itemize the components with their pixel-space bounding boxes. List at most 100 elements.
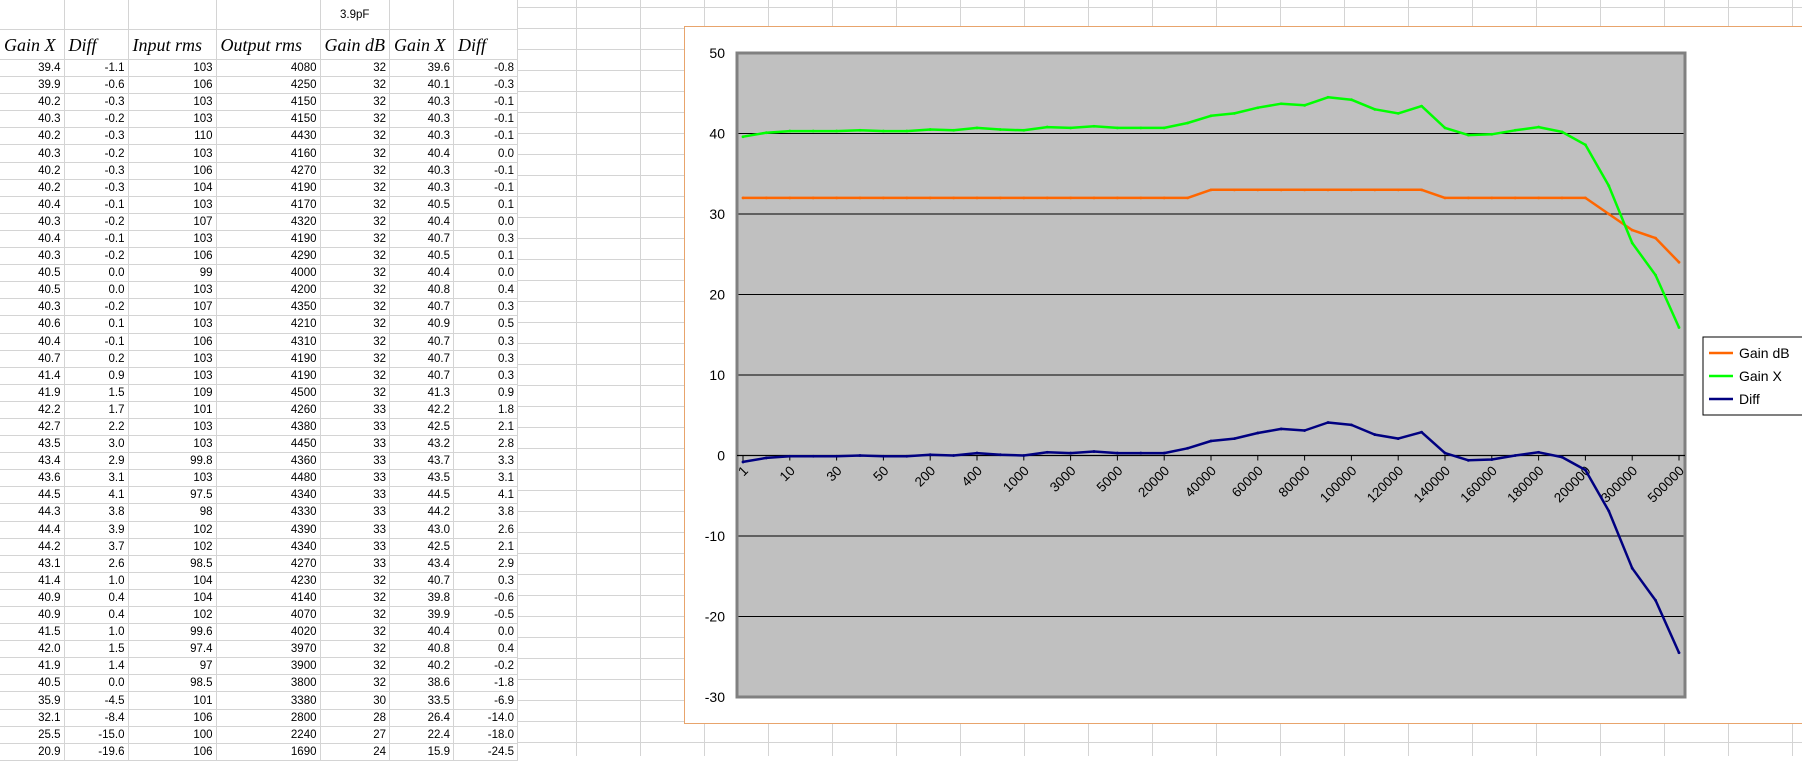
table-cell[interactable]: 2.9 — [453, 555, 518, 573]
table-cell[interactable]: 44.2 — [389, 503, 454, 522]
table-cell[interactable]: 1.5 — [64, 384, 129, 402]
table-cell[interactable]: -0.3 — [64, 162, 129, 180]
table-cell[interactable]: 101 — [128, 401, 217, 419]
table-cell[interactable]: 33 — [320, 521, 390, 539]
table-cell[interactable]: 4230 — [216, 572, 321, 590]
column-header[interactable]: Gain dB — [320, 29, 390, 60]
table-cell[interactable]: -0.6 — [64, 76, 129, 95]
table-cell[interactable]: 98.5 — [128, 555, 217, 573]
table-cell[interactable]: 39.9 — [389, 606, 454, 625]
table-cell[interactable]: 99 — [128, 264, 217, 283]
table-cell[interactable]: 40.3 — [0, 247, 65, 266]
table-cell[interactable]: 4170 — [216, 196, 321, 214]
table-cell[interactable]: 103 — [128, 196, 217, 214]
table-cell[interactable]: 22.4 — [389, 726, 454, 744]
table-cell[interactable]: 38.6 — [389, 674, 454, 693]
table-cell[interactable]: 97 — [128, 657, 217, 676]
table-cell[interactable]: 103 — [128, 110, 217, 129]
table-cell[interactable]: 0.3 — [453, 350, 518, 368]
table-cell[interactable]: 102 — [128, 606, 217, 625]
table-cell[interactable]: 32 — [320, 196, 390, 214]
table-cell[interactable]: 0.4 — [64, 589, 129, 608]
table-cell[interactable]: 3.8 — [64, 503, 129, 522]
table-cell[interactable]: 32 — [320, 93, 390, 112]
table-cell[interactable]: 20.9 — [0, 743, 65, 761]
table-cell[interactable]: 43.7 — [389, 452, 454, 471]
table-cell[interactable]: 32 — [320, 333, 390, 351]
table-cell[interactable]: 0.4 — [64, 606, 129, 625]
table-cell[interactable]: 40.8 — [389, 640, 454, 659]
table-cell[interactable]: 40.6 — [0, 315, 65, 334]
table-cell[interactable]: -0.2 — [64, 144, 129, 163]
table-cell[interactable]: 2.2 — [64, 418, 129, 437]
table-cell[interactable]: -0.5 — [453, 606, 518, 625]
table-cell[interactable]: 103 — [128, 435, 217, 454]
table-cell[interactable]: 32 — [320, 247, 390, 266]
table-cell[interactable]: 40.4 — [0, 230, 65, 249]
table-cell[interactable]: 1.7 — [64, 401, 129, 419]
table-cell[interactable]: 97.4 — [128, 640, 217, 659]
table-cell[interactable]: 103 — [128, 230, 217, 249]
table-cell[interactable]: -1.1 — [64, 59, 129, 78]
table-cell[interactable]: 2.6 — [453, 521, 518, 539]
table-cell[interactable]: -1.8 — [453, 674, 518, 693]
table-cell[interactable]: 106 — [128, 162, 217, 180]
table-cell[interactable]: 40.3 — [0, 144, 65, 163]
table-cell[interactable]: -0.2 — [64, 298, 129, 317]
cell[interactable] — [216, 0, 321, 30]
table-cell[interactable]: 42.5 — [389, 418, 454, 437]
table-cell[interactable]: 33 — [320, 452, 390, 471]
table-cell[interactable]: 39.9 — [0, 76, 65, 95]
column-header[interactable]: Diff — [453, 29, 518, 60]
cell[interactable] — [0, 0, 65, 30]
table-cell[interactable]: 0.0 — [64, 264, 129, 283]
table-cell[interactable]: 42.0 — [0, 640, 65, 659]
table-cell[interactable]: -0.3 — [453, 76, 518, 95]
table-cell[interactable]: 30 — [320, 691, 390, 710]
table-cell[interactable]: 32 — [320, 179, 390, 197]
table-cell[interactable]: 0.4 — [453, 640, 518, 659]
table-cell[interactable]: 3.1 — [453, 469, 518, 488]
table-cell[interactable]: 43.5 — [0, 435, 65, 454]
table-cell[interactable]: 33 — [320, 503, 390, 522]
table-cell[interactable]: 32 — [320, 76, 390, 95]
caption-cell[interactable]: 3.9pF — [320, 0, 390, 30]
table-cell[interactable]: 106 — [128, 709, 217, 727]
table-cell[interactable]: 103 — [128, 93, 217, 112]
table-cell[interactable]: 40.3 — [389, 179, 454, 197]
cell[interactable] — [64, 0, 129, 30]
table-cell[interactable]: 42.7 — [0, 418, 65, 437]
table-cell[interactable]: 1.0 — [64, 623, 129, 642]
table-cell[interactable]: 40.5 — [389, 196, 454, 214]
table-cell[interactable]: 3.7 — [64, 538, 129, 556]
table-cell[interactable]: 0.3 — [453, 230, 518, 249]
table-cell[interactable]: 101 — [128, 691, 217, 710]
table-cell[interactable]: 97.5 — [128, 486, 217, 505]
table-cell[interactable]: 4390 — [216, 521, 321, 539]
table-cell[interactable]: 15.9 — [389, 743, 454, 761]
table-cell[interactable]: -0.1 — [453, 179, 518, 197]
table-cell[interactable]: 3800 — [216, 674, 321, 693]
table-cell[interactable]: 40.2 — [0, 179, 65, 197]
table-cell[interactable]: 27 — [320, 726, 390, 744]
table-cell[interactable]: 44.5 — [0, 486, 65, 505]
table-cell[interactable]: 3970 — [216, 640, 321, 659]
table-cell[interactable]: 28 — [320, 709, 390, 727]
table-cell[interactable]: 43.0 — [389, 521, 454, 539]
table-cell[interactable]: 4260 — [216, 401, 321, 419]
table-cell[interactable]: 40.2 — [389, 657, 454, 676]
table-cell[interactable]: 4020 — [216, 623, 321, 642]
table-cell[interactable]: 43.5 — [389, 469, 454, 488]
table-cell[interactable]: -19.6 — [64, 743, 129, 761]
cell[interactable] — [389, 0, 454, 30]
table-cell[interactable]: 2.9 — [64, 452, 129, 471]
table-cell[interactable]: 32 — [320, 281, 390, 300]
table-cell[interactable]: 2240 — [216, 726, 321, 744]
table-cell[interactable]: 40.5 — [0, 264, 65, 283]
table-cell[interactable]: 1690 — [216, 743, 321, 761]
table-cell[interactable]: 40.5 — [0, 281, 65, 300]
table-cell[interactable]: 40.4 — [0, 196, 65, 214]
table-cell[interactable]: 32 — [320, 384, 390, 402]
table-cell[interactable]: 0.1 — [453, 196, 518, 214]
table-cell[interactable]: 4330 — [216, 503, 321, 522]
